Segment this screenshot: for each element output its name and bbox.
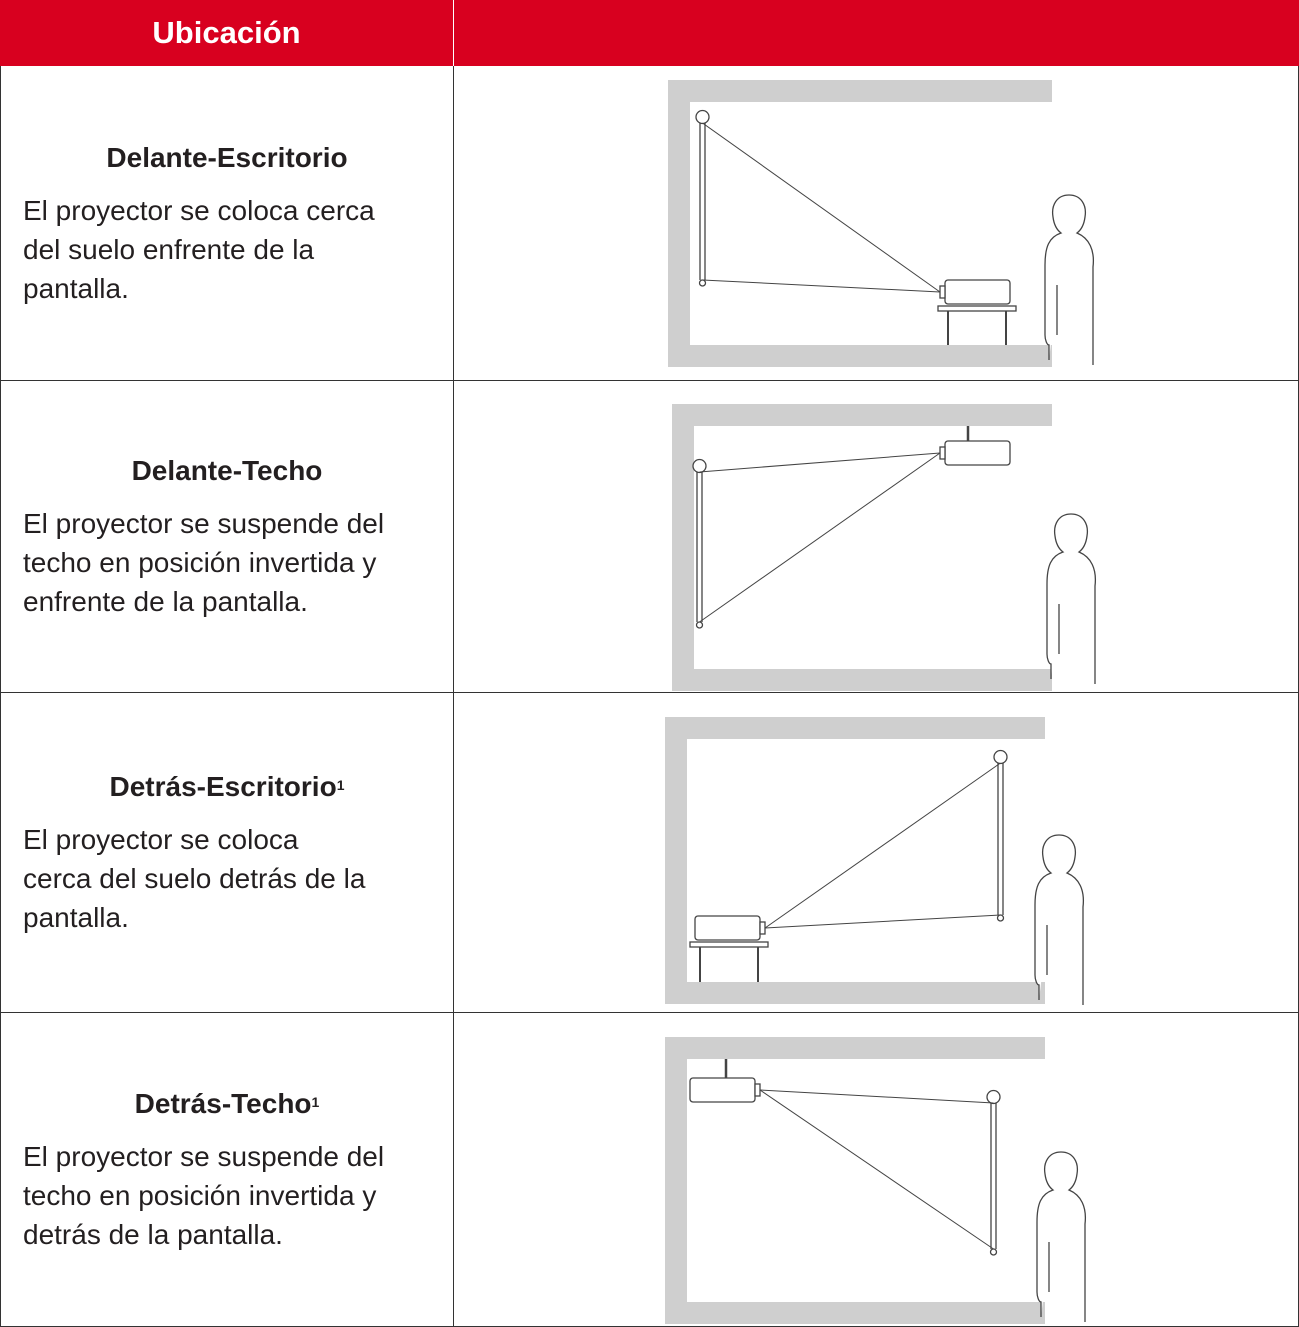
- row-title: Detrás-Techo1: [23, 1085, 431, 1123]
- text-cell: Delante-Escritorio El proyector se coloca…: [1, 66, 454, 380]
- projector: [944, 440, 1011, 466]
- description-line: del suelo enfrente de la: [23, 233, 315, 265]
- wall-top: [672, 404, 1052, 426]
- wall-left: [665, 1037, 687, 1324]
- beam: [759, 1089, 994, 1104]
- title-text: Detrás-Techo: [134, 1088, 312, 1119]
- title-text: Delante-Escritorio: [106, 141, 348, 173]
- wall-top: [668, 80, 1052, 102]
- screen-end: [695, 621, 704, 629]
- footnote-mark: 1: [311, 1094, 320, 1110]
- wall-bottom: [672, 669, 1052, 691]
- diagram: [665, 1037, 1087, 1324]
- projector-lens: [939, 285, 946, 299]
- description-line: El proyector se suspende del: [23, 508, 385, 539]
- beam: [764, 762, 1001, 929]
- beam: [759, 1089, 994, 1250]
- text-cell: Detrás-Techo1 El proyector se suspende de…: [1, 1013, 454, 1326]
- wall-bottom: [665, 1302, 1045, 1324]
- person: [1044, 194, 1095, 365]
- description-line: El proyector se coloca: [23, 824, 299, 855]
- screen-roll: [993, 749, 1008, 765]
- description-line: enfrente de la pantalla.: [23, 586, 308, 617]
- diagram: [665, 717, 1085, 1005]
- description-line: techo en posición invertida y: [23, 1180, 377, 1211]
- projector: [689, 1077, 756, 1103]
- table-top: [689, 941, 769, 948]
- table-row: Detrás-Escritorio1 El proyector se coloca…: [0, 693, 1299, 1013]
- screen-end: [996, 914, 1005, 922]
- diagram: [668, 80, 1095, 367]
- projector-lens: [759, 921, 766, 935]
- screen-roll: [692, 458, 707, 474]
- wall-left: [668, 80, 690, 367]
- description-line: El proyector se suspende del: [23, 1141, 385, 1172]
- table-row: Delante-Escritorio El proyector se coloca…: [0, 66, 1299, 381]
- projector: [944, 279, 1011, 305]
- header-title: Ubicación: [0, 0, 454, 66]
- diagram: [672, 404, 1097, 691]
- description-line: detrás de la pantalla.: [23, 1219, 283, 1250]
- wall-top: [665, 717, 1045, 739]
- beam: [702, 122, 941, 293]
- row-title: Delante-Techo: [23, 452, 431, 490]
- projector-lens: [939, 446, 946, 460]
- text-cell: Detrás-Escritorio1 El proyector se coloca…: [1, 693, 454, 1012]
- description-line: techo en posición invertida y: [23, 547, 377, 578]
- description-line: pantalla.: [23, 272, 129, 304]
- screen-end: [698, 279, 707, 287]
- person: [1034, 834, 1085, 1005]
- title-text: Detrás-Escritorio: [109, 771, 337, 802]
- beam: [764, 914, 1001, 929]
- projector: [694, 915, 761, 941]
- screen-end: [989, 1248, 998, 1256]
- person: [1036, 1151, 1087, 1322]
- wall-left: [665, 717, 687, 1004]
- footnote-mark: 1: [336, 777, 345, 793]
- header-cell: [454, 0, 1299, 66]
- wall-left: [672, 404, 694, 691]
- wall-bottom: [668, 345, 1052, 367]
- table-row: Detrás-Techo1 El proyector se suspende de…: [0, 1013, 1299, 1327]
- description-line: pantalla.: [23, 902, 129, 933]
- table-top: [937, 305, 1017, 312]
- beam: [699, 452, 941, 473]
- title-text: Delante-Techo: [131, 455, 323, 486]
- wall-bottom: [665, 982, 1045, 1004]
- row-title: Delante-Escritorio: [23, 139, 431, 177]
- beam: [702, 279, 941, 293]
- screen-roll: [695, 109, 710, 125]
- screen-roll: [986, 1089, 1001, 1105]
- wall-top: [665, 1037, 1045, 1059]
- projector-lens: [754, 1083, 761, 1097]
- description-line: cerca del suelo detrás de la: [23, 863, 366, 894]
- beam: [699, 452, 941, 623]
- text-cell: Delante-Techo El proyector se suspende de…: [1, 381, 454, 692]
- person: [1046, 513, 1097, 684]
- description-line: El proyector se coloca cerca: [23, 194, 375, 226]
- row-title: Detrás-Escritorio1: [23, 768, 431, 806]
